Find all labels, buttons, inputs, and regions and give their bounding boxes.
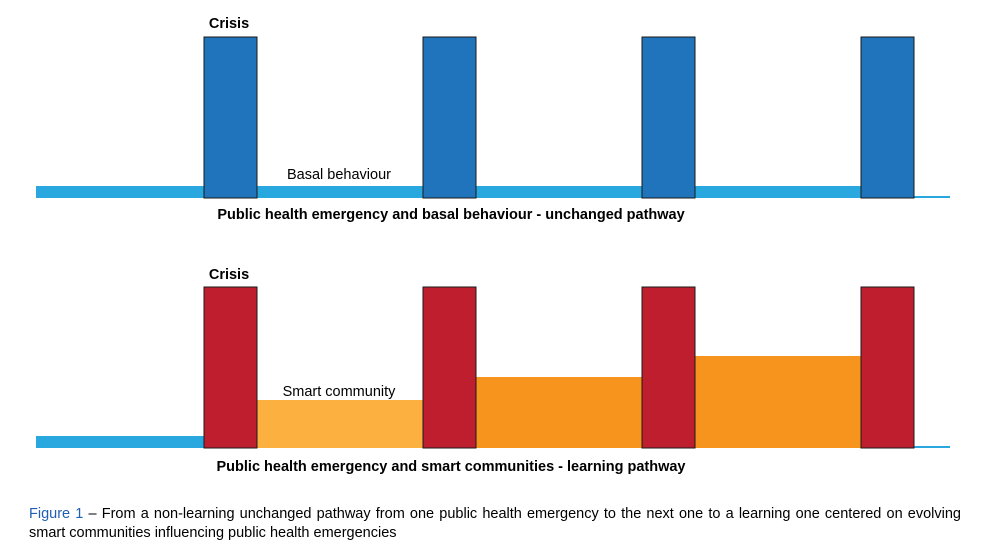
- top-crisis-bar: [641, 36, 696, 199]
- smart-community-block-2: [476, 377, 642, 448]
- smart-community-label: Smart community: [283, 384, 397, 400]
- bottom-crisis-bar: [641, 286, 696, 449]
- top-crisis-bar: [203, 36, 258, 199]
- top-crisis-bar: [422, 36, 477, 199]
- smart-community-block-3: [695, 356, 861, 448]
- top-baseline-segment: [476, 186, 642, 198]
- bottom-panel: Crisis Smart community Public health eme…: [36, 267, 950, 475]
- top-baseline-segment: [36, 186, 204, 198]
- caption-text: – From a non-learning unchanged pathway …: [29, 506, 961, 541]
- top-baseline-segment: [695, 186, 861, 198]
- bottom-crisis-bar: [860, 286, 915, 449]
- smart-community-block-1: [257, 400, 423, 448]
- bottom-baseline-segment: [36, 436, 204, 448]
- figure-caption: Figure 1 – From a non-learning unchanged…: [29, 505, 961, 543]
- figure-number: Figure 1: [29, 506, 84, 522]
- top-panel: Crisis Basal behaviour Public health eme…: [36, 16, 950, 223]
- basal-behaviour-label: Basal behaviour: [287, 167, 391, 183]
- bottom-crisis-bar: [422, 286, 477, 449]
- top-crisis-label: Crisis: [209, 16, 249, 32]
- bottom-panel-title: Public health emergency and smart commun…: [217, 459, 686, 475]
- top-crisis-bar: [860, 36, 915, 199]
- top-panel-title: Public health emergency and basal behavi…: [217, 207, 684, 223]
- bottom-crisis-label: Crisis: [209, 267, 249, 283]
- bottom-crisis-bar: [203, 286, 258, 449]
- top-baseline-segment: [257, 186, 423, 198]
